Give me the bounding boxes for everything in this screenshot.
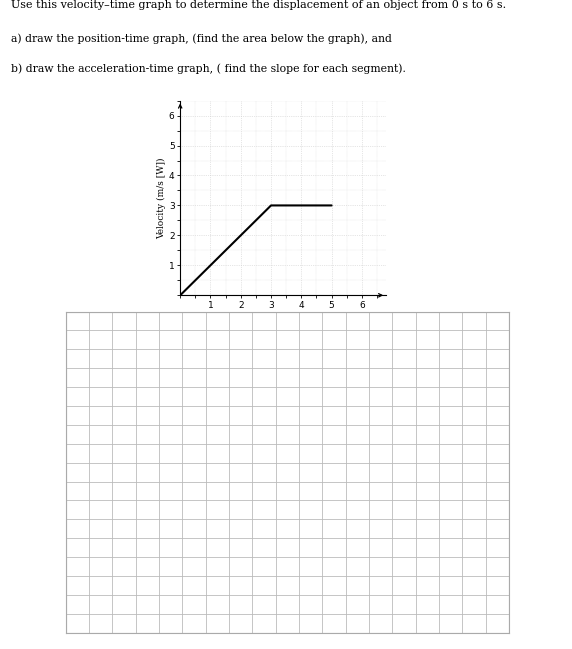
Text: b) draw the acceleration-time graph, ( find the slope for each segment).: b) draw the acceleration-time graph, ( f…	[11, 64, 406, 74]
Text: a) draw the position-time graph, (find the area below the graph), and: a) draw the position-time graph, (find t…	[11, 34, 392, 44]
Y-axis label: Velocity (m/s [W]): Velocity (m/s [W])	[157, 157, 166, 239]
Text: Use this velocity–time graph to determine the displacement of an object from 0 s: Use this velocity–time graph to determin…	[11, 0, 507, 10]
X-axis label: Time (s): Time (s)	[263, 313, 304, 322]
